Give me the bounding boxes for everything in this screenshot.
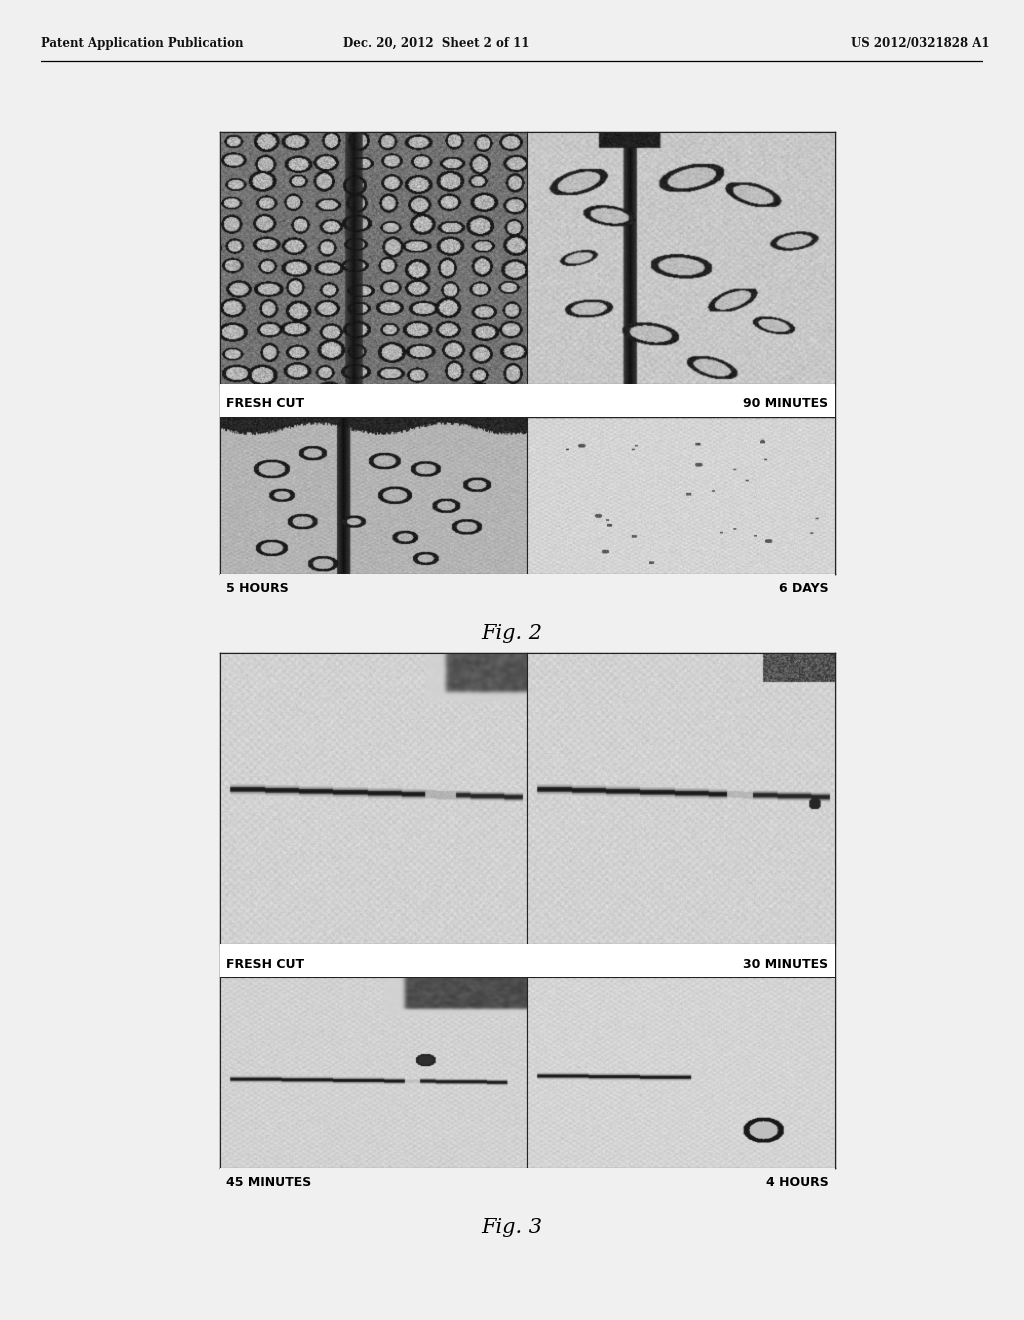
Text: US 2012/0321828 A1: US 2012/0321828 A1 [851, 37, 989, 50]
Text: 45 MINUTES: 45 MINUTES [226, 1176, 311, 1189]
Text: Patent Application Publication: Patent Application Publication [41, 37, 244, 50]
Text: Fig. 2: Fig. 2 [481, 624, 543, 643]
Text: 90 MINUTES: 90 MINUTES [743, 397, 828, 411]
Text: 30 MINUTES: 30 MINUTES [743, 957, 828, 970]
Text: Dec. 20, 2012  Sheet 2 of 11: Dec. 20, 2012 Sheet 2 of 11 [343, 37, 529, 50]
Text: 4 HOURS: 4 HOURS [766, 1176, 828, 1189]
Text: 5 HOURS: 5 HOURS [226, 582, 289, 595]
Text: FRESH CUT: FRESH CUT [226, 957, 304, 970]
Text: Fig. 3: Fig. 3 [481, 1218, 543, 1237]
Text: 6 DAYS: 6 DAYS [779, 582, 828, 595]
Text: FRESH CUT: FRESH CUT [226, 397, 304, 411]
